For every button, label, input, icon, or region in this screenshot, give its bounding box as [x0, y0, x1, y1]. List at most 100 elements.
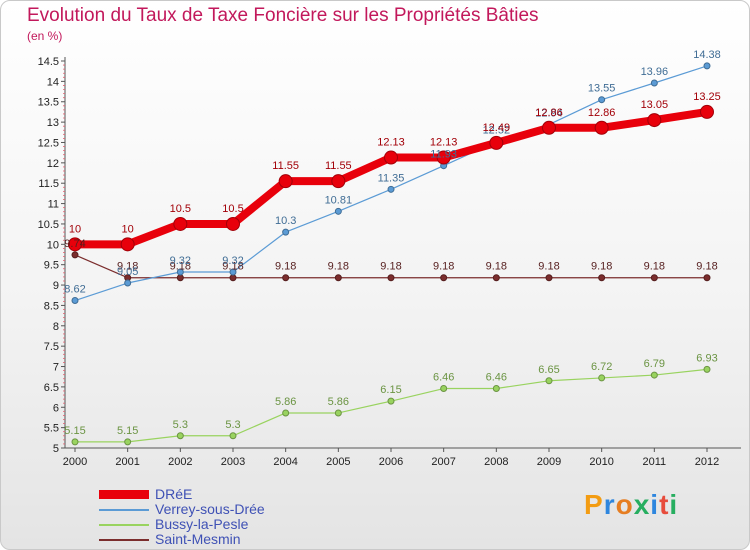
data-point-bussy [650, 371, 658, 379]
data-point-saint-mesmin [545, 274, 553, 282]
y-tick-label: 8.5 [44, 300, 59, 312]
logo-letter: o [615, 489, 634, 520]
data-label-bussy: 5.15 [117, 425, 138, 437]
legend-item-dree: DRéE [99, 487, 265, 502]
legend-item-verrey: Verrey-sous-Drée [99, 502, 265, 517]
data-point-bussy [703, 365, 711, 373]
y-tick-label: 9 [53, 280, 59, 292]
data-label-bussy: 5.86 [275, 396, 296, 408]
data-label-saint-mesmin: 9.18 [170, 261, 191, 273]
x-tick-label: 2007 [431, 456, 455, 468]
data-label-verrey: 12.52 [483, 125, 511, 137]
data-point-bussy [282, 409, 290, 417]
data-point-bussy [176, 432, 184, 440]
data-label-saint-mesmin: 9.18 [275, 261, 296, 273]
data-point-dree [120, 237, 135, 252]
data-point-dree [489, 135, 504, 150]
data-label-saint-mesmin: 9.18 [222, 261, 243, 273]
data-point-verrey [124, 279, 132, 287]
y-tick-label: 11.5 [38, 178, 59, 190]
x-tick-label: 2009 [537, 456, 561, 468]
chart-subtitle: (en %) [27, 29, 63, 43]
data-point-saint-mesmin [229, 274, 237, 282]
logo-letter: r [603, 489, 616, 520]
logo-letter: P [584, 489, 604, 520]
data-label-dree: 10 [122, 223, 134, 235]
logo-letter: t [659, 489, 670, 520]
data-label-bussy: 6.65 [538, 364, 559, 376]
data-point-bussy [545, 377, 553, 385]
legend-swatch-dree [99, 490, 149, 499]
data-label-dree: 11.55 [325, 160, 352, 172]
data-point-dree [173, 216, 188, 231]
x-tick-label: 2001 [115, 456, 139, 468]
data-point-bussy [124, 438, 132, 446]
legend-swatch-saint-mesmin [99, 538, 149, 541]
data-label-dree: 12.86 [588, 107, 616, 119]
data-point-dree [647, 113, 662, 128]
data-label-saint-mesmin: 9.18 [538, 261, 559, 273]
data-label-verrey: 9.32 [170, 255, 191, 267]
data-label-dree: 13.05 [641, 99, 669, 111]
y-tick-label: 6.5 [44, 382, 59, 394]
data-point-dree [226, 216, 240, 231]
y-tick-label: 7.5 [44, 341, 59, 353]
data-point-bussy [440, 385, 448, 393]
data-label-bussy: 6.93 [696, 352, 717, 364]
data-label-saint-mesmin: 9.18 [591, 261, 612, 273]
data-label-dree: 12.13 [377, 137, 405, 149]
series-line-bussy [75, 368, 708, 443]
data-point-dree [700, 104, 714, 119]
data-label-dree: 12.86 [535, 107, 563, 119]
y-tick-label: 5 [53, 443, 59, 455]
logo-letter: x [633, 489, 651, 520]
x-tick-label: 2010 [589, 456, 613, 468]
y-tick-label: 6 [53, 402, 59, 414]
data-point-saint-mesmin [176, 274, 184, 282]
y-tick-label: 11 [48, 199, 59, 211]
data-label-verrey: 11.93 [430, 149, 457, 161]
y-tick-label: 10.5 [38, 219, 59, 231]
data-label-dree: 12.13 [430, 137, 458, 149]
data-point-bussy [229, 432, 237, 440]
legend-item-saint-mesmin: Saint-Mesmin [99, 532, 265, 547]
data-label-saint-mesmin: 9.18 [644, 261, 665, 273]
x-tick-label: 2005 [326, 456, 350, 468]
data-point-dree [278, 174, 293, 189]
data-label-bussy: 6.46 [433, 372, 454, 384]
data-label-saint-mesmin: 9.18 [486, 261, 507, 273]
y-tick-label: 12.5 [38, 137, 59, 149]
y-tick-label: 13.5 [38, 97, 59, 109]
logo-letter: i [650, 489, 660, 520]
data-label-dree: 12.49 [483, 122, 511, 134]
data-label-dree: 13.25 [693, 91, 721, 103]
data-point-saint-mesmin [598, 274, 606, 282]
data-point-verrey [703, 62, 711, 70]
data-point-bussy [387, 397, 395, 405]
data-point-saint-mesmin [703, 274, 711, 282]
y-tick-label: 14 [47, 76, 59, 88]
data-point-dree [436, 150, 451, 165]
proxiti-logo: Proxiti [584, 489, 678, 521]
data-point-verrey [650, 79, 658, 87]
x-tick-label: 2003 [221, 456, 245, 468]
data-point-dree [68, 237, 82, 252]
y-tick-label: 8 [53, 321, 59, 333]
legend-label-saint-mesmin: Saint-Mesmin [155, 531, 241, 547]
data-label-saint-mesmin: 9.18 [380, 261, 401, 273]
data-label-saint-mesmin: 9.18 [433, 261, 454, 273]
data-point-dree [542, 120, 556, 135]
x-tick-label: 2000 [63, 456, 87, 468]
legend-label-dree: DRéE [155, 486, 193, 502]
data-point-verrey [598, 96, 606, 104]
legend-label-verrey: Verrey-sous-Drée [155, 501, 265, 517]
x-tick-label: 2012 [695, 456, 719, 468]
data-point-bussy [492, 385, 500, 393]
x-tick-label: 2002 [168, 456, 192, 468]
data-label-verrey: 10.3 [275, 215, 296, 227]
data-label-saint-mesmin: 9.18 [696, 261, 717, 273]
data-label-bussy: 6.15 [380, 384, 401, 396]
y-tick-label: 13 [47, 117, 59, 129]
y-tick-label: 14.5 [38, 56, 59, 68]
